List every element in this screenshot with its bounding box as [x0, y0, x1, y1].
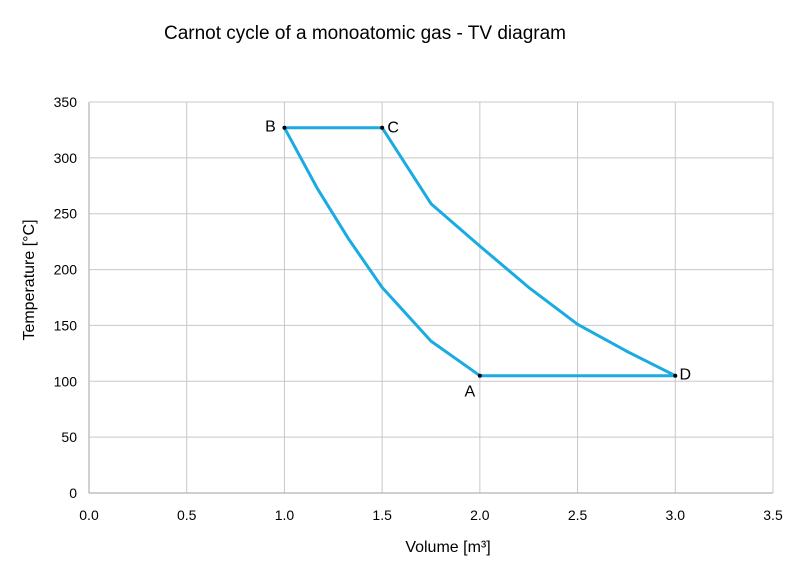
y-tick-label: 100: [54, 373, 78, 389]
tick-labels: 0.0 0.5 1.0 1.5 2.0 2.5 3.0 3.5 0 50 100 150 200 250 3…: [54, 94, 783, 523]
x-tick-label: 0.5: [177, 507, 197, 523]
x-tick-label: 2.5: [568, 507, 588, 523]
x-tick-label: 3.0: [666, 507, 686, 523]
y-tick-label: 0: [69, 485, 77, 501]
x-axis-label: Volume [m³]: [405, 539, 490, 556]
chart-title: Carnot cycle of a monoatomic gas - TV di…: [164, 23, 566, 44]
y-tick-label: 150: [54, 317, 78, 333]
point-marker: [673, 373, 678, 378]
y-tick-label: 250: [54, 206, 78, 222]
point-marker: [477, 373, 482, 378]
y-tick-label: 350: [54, 94, 78, 110]
y-axis-label: Temperature [°C]: [21, 219, 38, 340]
y-tick-label: 300: [54, 150, 78, 166]
cycle-line: [282, 126, 677, 378]
point-marker: [282, 125, 287, 130]
x-tick-label: 0.0: [79, 507, 99, 523]
x-tick-label: 2.0: [470, 507, 490, 523]
x-tick-label: 1.5: [372, 507, 392, 523]
x-tick-label: 1.0: [275, 507, 295, 523]
point-label: B: [265, 119, 276, 136]
y-tick-label: 200: [54, 262, 78, 278]
x-tick-label: 3.5: [763, 507, 783, 523]
point-marker: [380, 125, 385, 130]
point-label: A: [465, 384, 476, 401]
point-labels: A B C D: [265, 119, 691, 401]
gridlines: [88, 101, 774, 494]
point-label: D: [680, 367, 692, 384]
point-label: C: [387, 120, 399, 137]
series-layer: [282, 126, 677, 378]
y-tick-label: 50: [61, 429, 77, 445]
